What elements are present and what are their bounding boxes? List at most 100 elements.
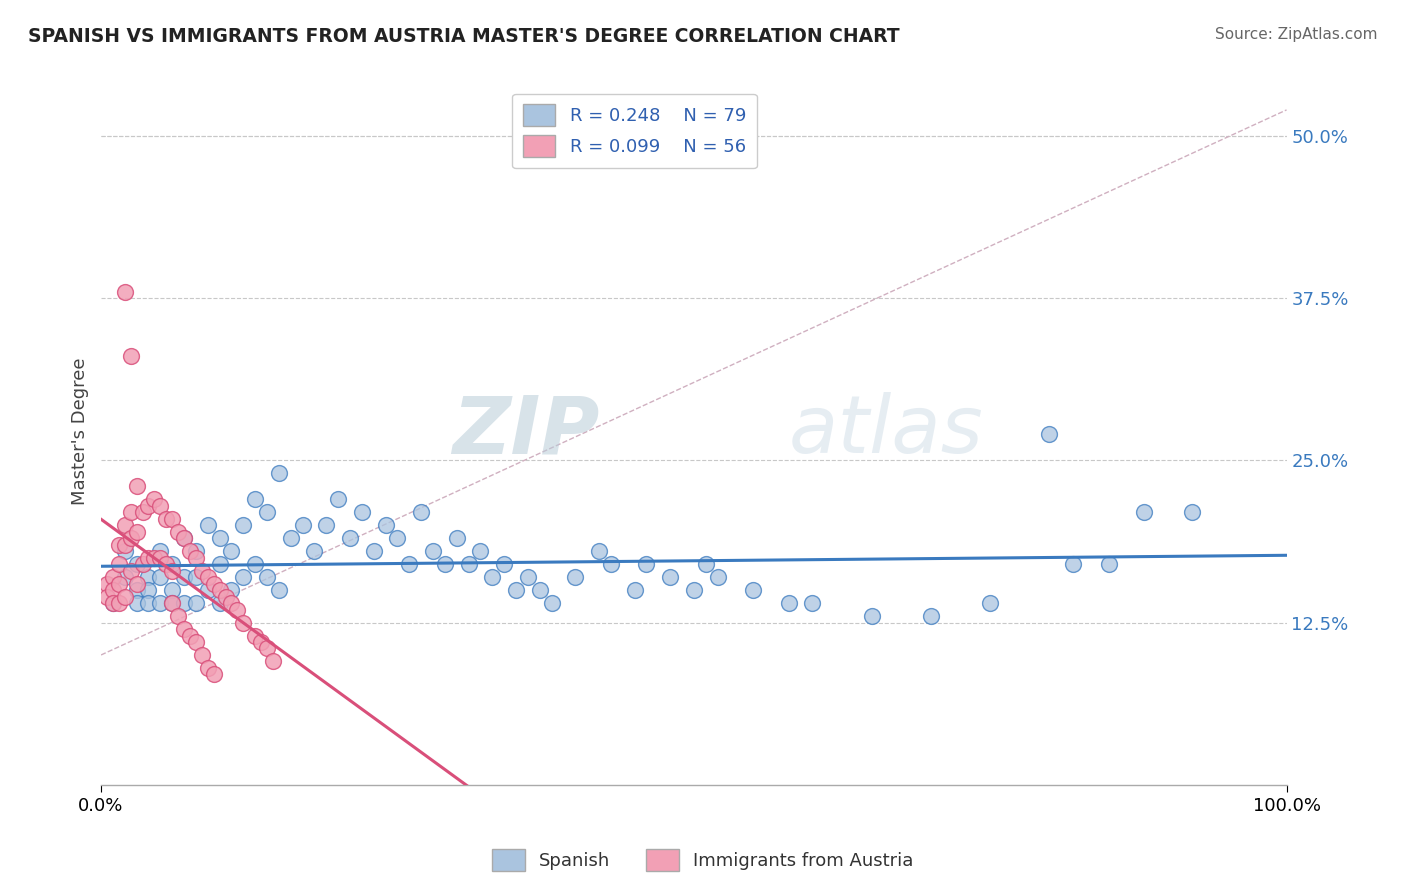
Point — [167, 524, 190, 539]
Point — [120, 564, 142, 578]
Point — [214, 590, 236, 604]
Point — [801, 596, 824, 610]
Point — [167, 609, 190, 624]
Point — [184, 635, 207, 649]
Point — [149, 550, 172, 565]
Point — [411, 505, 433, 519]
Point — [114, 285, 136, 299]
Point — [256, 570, 278, 584]
Point — [143, 492, 166, 507]
Point — [742, 583, 765, 598]
Point — [125, 557, 148, 571]
Point — [599, 557, 621, 571]
Point — [143, 550, 166, 565]
Point — [155, 512, 177, 526]
Point — [481, 570, 503, 584]
Point — [374, 518, 396, 533]
Point — [363, 544, 385, 558]
Point — [256, 641, 278, 656]
Point — [208, 583, 231, 598]
Point — [108, 557, 131, 571]
Point — [1133, 505, 1156, 519]
Point — [208, 531, 231, 545]
Point — [138, 570, 160, 584]
Point — [1062, 557, 1084, 571]
Point — [197, 583, 219, 598]
Point — [221, 583, 243, 598]
Point — [138, 499, 160, 513]
Point — [179, 544, 201, 558]
Point — [120, 531, 142, 545]
Point — [1038, 427, 1060, 442]
Point — [920, 609, 942, 624]
Point — [197, 661, 219, 675]
Point — [588, 544, 610, 558]
Point — [108, 576, 131, 591]
Point — [138, 550, 160, 565]
Point — [184, 570, 207, 584]
Point — [125, 596, 148, 610]
Point — [226, 602, 249, 616]
Point — [221, 596, 243, 610]
Point — [256, 505, 278, 519]
Point — [125, 583, 148, 598]
Point — [197, 570, 219, 584]
Point — [125, 479, 148, 493]
Point — [131, 557, 153, 571]
Text: SPANISH VS IMMIGRANTS FROM AUSTRIA MASTER'S DEGREE CORRELATION CHART: SPANISH VS IMMIGRANTS FROM AUSTRIA MASTE… — [28, 27, 900, 45]
Point — [149, 544, 172, 558]
Point — [160, 596, 183, 610]
Point — [149, 596, 172, 610]
Point — [108, 538, 131, 552]
Point — [173, 531, 195, 545]
Point — [173, 570, 195, 584]
Point — [197, 518, 219, 533]
Y-axis label: Master's Degree: Master's Degree — [72, 358, 89, 505]
Point — [120, 350, 142, 364]
Point — [516, 570, 538, 584]
Point — [328, 492, 350, 507]
Point — [232, 570, 254, 584]
Point — [457, 557, 479, 571]
Point — [101, 596, 124, 610]
Point — [304, 544, 326, 558]
Point — [979, 596, 1001, 610]
Point — [114, 538, 136, 552]
Point — [101, 570, 124, 584]
Text: Source: ZipAtlas.com: Source: ZipAtlas.com — [1215, 27, 1378, 42]
Point — [96, 576, 118, 591]
Point — [173, 531, 195, 545]
Point — [433, 557, 456, 571]
Point — [267, 583, 290, 598]
Point — [540, 596, 562, 610]
Point — [202, 667, 225, 681]
Point — [114, 544, 136, 558]
Point — [108, 596, 131, 610]
Point — [243, 557, 266, 571]
Point — [250, 635, 273, 649]
Point — [494, 557, 516, 571]
Point — [636, 557, 658, 571]
Point — [280, 531, 302, 545]
Legend: R = 0.248    N = 79, R = 0.099    N = 56: R = 0.248 N = 79, R = 0.099 N = 56 — [512, 94, 756, 169]
Point — [138, 596, 160, 610]
Point — [149, 570, 172, 584]
Point — [101, 596, 124, 610]
Point — [422, 544, 444, 558]
Point — [160, 596, 183, 610]
Point — [339, 531, 361, 545]
Point — [173, 622, 195, 636]
Text: ZIP: ZIP — [451, 392, 599, 470]
Point — [114, 570, 136, 584]
Point — [860, 609, 883, 624]
Point — [96, 590, 118, 604]
Point — [505, 583, 527, 598]
Point — [262, 655, 284, 669]
Point — [184, 544, 207, 558]
Point — [138, 583, 160, 598]
Point — [125, 524, 148, 539]
Point — [243, 492, 266, 507]
Point — [232, 518, 254, 533]
Legend: Spanish, Immigrants from Austria: Spanish, Immigrants from Austria — [485, 842, 921, 879]
Point — [706, 570, 728, 584]
